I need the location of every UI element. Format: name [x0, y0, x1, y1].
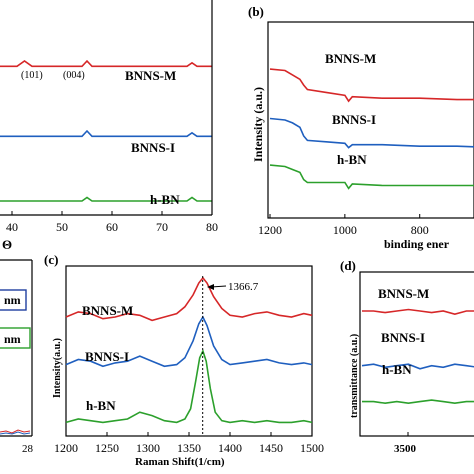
panel-b-ylabel: Intensity (a.u.) — [251, 87, 265, 162]
panel-d-frame — [359, 271, 474, 437]
panel-a-series-bnns-m — [0, 59, 212, 68]
panel-c: 1366.7 1200 1250 1300 1350 1400 1450 1500 (c) … — [44, 252, 324, 468]
panel-left-partial: nm nm 28 — [0, 259, 34, 455]
panel-a-tick-label-40: 40 — [6, 220, 18, 234]
panel-d: (d) transmittance (a.u.) BNNS-M BNNS-I h… — [340, 258, 474, 455]
panel-c-tick-label-1250: 1250 — [95, 441, 119, 455]
panel-c-tick-label-1400: 1400 — [218, 441, 242, 455]
panel-d-series-h-bn — [362, 399, 474, 405]
panel-left-trace-blue — [0, 431, 31, 435]
panel-c-ticks: 1200 1250 1300 1350 1400 1450 1500 — [54, 432, 324, 455]
panel-a-label-bnns-i: BNNS-I — [131, 140, 175, 155]
panel-c-label-bnns-i: BNNS-I — [85, 349, 129, 364]
panel-b-series-bnns-m — [269, 68, 474, 103]
panel-b-series-bnns-i — [269, 117, 474, 149]
panel-a-tick-label-80: 80 — [206, 220, 218, 234]
panel-a-tick-label-60: 60 — [106, 220, 118, 234]
panel-d-title: (d) — [340, 258, 356, 273]
panel-b-frame — [267, 21, 474, 219]
panel-b: 12001000800600 (b) Intensity (a.u.) bind… — [248, 4, 474, 251]
panel-c-label-bnns-m: BNNS-M — [82, 303, 133, 318]
panel-c-ylabel: Intensity(a.u.) — [52, 338, 63, 398]
panel-c-tick-label-1200: 1200 — [54, 441, 78, 455]
panel-d-series — [361, 308, 474, 405]
legend-text-green: nm — [4, 332, 21, 346]
panel-b-tick-label-1200: 1200 — [258, 223, 282, 237]
panel-b-ticks: 12001000800600 — [258, 214, 429, 237]
panel-d-label-h-bn: h-BN — [382, 362, 412, 377]
panel-d-series-bnns-m — [362, 308, 474, 316]
panel-d-tick-3500: 3500 — [394, 443, 417, 455]
legend-box-blue — [0, 289, 27, 311]
panel-c-label-h-bn: h-BN — [86, 398, 116, 413]
panel-b-label-h-bn: h-BN — [337, 152, 367, 167]
panel-a-ticks: 40 50 60 70 80 — [6, 211, 218, 234]
panel-d-label-bnns-m: BNNS-M — [378, 286, 429, 301]
panel-left-tick-28: 28 — [22, 443, 34, 455]
panel-a-series-h-bn — [0, 196, 212, 202]
panel-a-label-bnns-m: BNNS-M — [125, 68, 176, 83]
panel-c-series-h-bn — [65, 348, 313, 424]
panel-c-peak-arrow-head — [207, 284, 214, 290]
panel-c-tick-label-1350: 1350 — [177, 441, 201, 455]
panel-a-series-bnns-i — [0, 129, 212, 138]
panel-d-label-bnns-i: BNNS-I — [381, 330, 425, 345]
panel-left-trace-red — [0, 429, 31, 434]
panel-b-tick-label-1000: 1000 — [333, 223, 357, 237]
panel-c-title: (c) — [44, 252, 58, 267]
panel-c-series — [65, 276, 313, 424]
panel-b-title: (b) — [248, 4, 264, 19]
peak-annotation-101: (101) — [21, 70, 43, 81]
panel-b-xlabel: binding ener — [384, 237, 450, 251]
panel-a-tick-label-70: 70 — [156, 220, 168, 234]
panel-d-series-bnns-i — [361, 363, 474, 370]
panel-a-label-h-bn: h-BN — [150, 192, 180, 207]
panel-a-tick-label-50: 50 — [56, 220, 68, 234]
panel-b-label-bnns-i: BNNS-I — [332, 112, 376, 127]
panel-d-ylabel: transmittance (a.u.) — [349, 334, 360, 418]
panel-b-label-bnns-m: BNNS-M — [325, 51, 376, 66]
legend-text-blue: nm — [4, 293, 21, 307]
panel-b-series — [269, 68, 474, 190]
panel-c-series-bnns-m — [65, 276, 313, 322]
panel-b-tick-label-800: 800 — [411, 223, 429, 237]
panel-c-tick-label-1500: 1500 — [300, 441, 324, 455]
legend-box-green — [0, 327, 31, 349]
peak-annotation-004: (004) — [63, 70, 85, 81]
panel-b-series-h-bn — [269, 164, 474, 190]
panel-c-peak-label: 1366.7 — [228, 281, 259, 293]
panel-a-series — [0, 59, 212, 202]
panel-c-tick-label-1300: 1300 — [136, 441, 160, 455]
panel-c-series-bnns-i — [65, 315, 313, 368]
panel-c-tick-label-1450: 1450 — [259, 441, 283, 455]
panel-c-xlabel: Raman Shift(1/cm) — [135, 456, 225, 468]
panel-a-xlabel-fragment: Θ — [2, 237, 12, 252]
panel-a: 40 50 60 70 80 (101) (004) BNNS-M BNNS-I h-B… — [0, 0, 218, 252]
